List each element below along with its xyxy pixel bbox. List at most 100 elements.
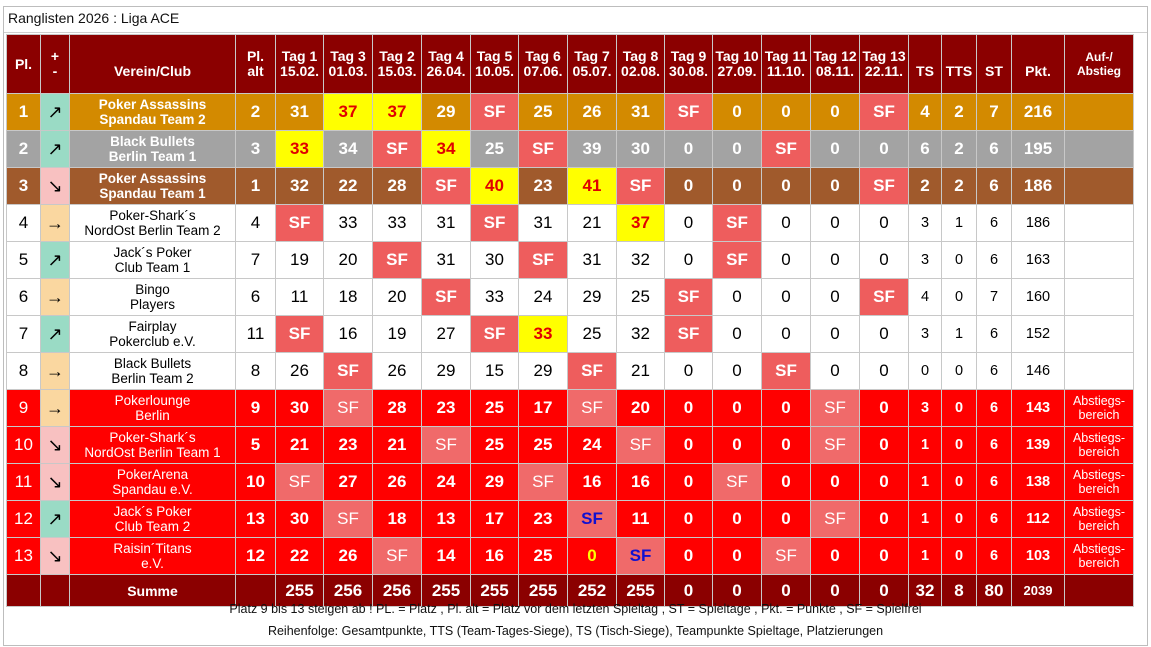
rank-cell: 13	[6, 537, 41, 575]
day-score-cell: 16	[323, 315, 373, 353]
day-score-cell: 25	[470, 389, 519, 427]
rank-cell: 12	[6, 500, 41, 538]
day-score-cell: 0	[859, 352, 909, 390]
club-name-line1: PokerArena	[116, 467, 189, 482]
ts-cell: 0	[908, 352, 942, 390]
header-day-label: Tag 9	[670, 48, 707, 64]
relegation-line1: Abstiegs-	[1072, 505, 1126, 519]
day-score-cell: 0	[810, 537, 860, 575]
previous-rank-cell: 10	[235, 463, 276, 501]
day-score-cell: 0	[810, 241, 860, 279]
header-ts: TS	[908, 34, 942, 94]
day-score-cell: 0	[664, 389, 713, 427]
day-score-cell: 0	[664, 352, 713, 390]
day-score-cell: 33	[275, 130, 324, 168]
day-score-cell: 13	[421, 500, 471, 538]
arrow-right-icon: →	[40, 204, 70, 242]
day-score-cell: 29	[421, 93, 471, 131]
club-name-line1: Black Bullets	[110, 134, 195, 149]
points-cell: 112	[1011, 500, 1065, 538]
sum-day-cell: 0	[664, 574, 713, 607]
st-cell: 7	[976, 93, 1012, 131]
relegation-cell	[1064, 278, 1134, 316]
header-trend-plus: +	[50, 48, 60, 64]
header-day: Tag 13 22.11.	[859, 34, 909, 94]
ts-cell: 3	[908, 315, 942, 353]
day-score-cell: 29	[518, 352, 568, 390]
day-score-cell: 0	[712, 537, 762, 575]
day-score-cell: 26	[372, 463, 422, 501]
ts-cell: 2	[908, 167, 942, 205]
day-score-cell: 0	[859, 204, 909, 242]
club-name-line1: Fairplay	[128, 319, 177, 334]
day-score-cell: 26	[567, 93, 617, 131]
club-name-cell: Black Bullets Berlin Team 2	[69, 352, 236, 390]
day-score-cell: 0	[664, 426, 713, 464]
day-score-cell: 29	[567, 278, 617, 316]
day-score-cell: 31	[616, 93, 665, 131]
header-day-label: Tag 1	[281, 48, 318, 64]
tts-cell: 1	[941, 315, 977, 353]
day-score-cell: 33	[372, 204, 422, 242]
relegation-cell	[1064, 352, 1134, 390]
points-cell: 103	[1011, 537, 1065, 575]
header-day-label: Tag 3	[330, 48, 366, 64]
previous-rank-cell: 5	[235, 426, 276, 464]
club-name-line2: Spandau Team 2	[99, 112, 206, 127]
header-day: Tag 6 07.06.	[518, 34, 568, 94]
relegation-cell	[1064, 315, 1134, 353]
day-score-cell: SF	[761, 130, 811, 168]
club-name-line2: NordOst Berlin Team 2	[84, 223, 221, 238]
header-day: Tag 9 30.08.	[664, 34, 713, 94]
day-score-cell: SF	[372, 241, 422, 279]
relegation-line1: Abstiegs-	[1072, 394, 1126, 408]
day-score-cell: 0	[810, 278, 860, 316]
day-score-cell: SF	[323, 500, 373, 538]
header-day-date: 01.03.	[328, 63, 368, 79]
header-auf-abstieg: Auf-/Abstieg	[1064, 34, 1134, 94]
sum-day-cell: 252	[567, 574, 617, 607]
club-name-line2: Pokerclub e.V.	[109, 334, 196, 349]
day-score-cell: 21	[372, 426, 422, 464]
rank-cell: 11	[6, 463, 41, 501]
day-score-cell: 0	[664, 130, 713, 168]
ts-cell: 6	[908, 130, 942, 168]
header-day-label: Tag 11	[764, 48, 808, 64]
day-score-cell: 28	[372, 389, 422, 427]
day-score-cell: SF	[616, 426, 665, 464]
day-score-cell: 29	[470, 463, 519, 501]
club-name-line1: Jack´s Poker	[113, 504, 192, 519]
tts-cell: 0	[941, 537, 977, 575]
tts-cell: 2	[941, 93, 977, 131]
st-cell: 6	[976, 537, 1012, 575]
header-day: Tag 12 08.11.	[810, 34, 860, 94]
day-score-cell: 20	[372, 278, 422, 316]
ts-cell: 3	[908, 389, 942, 427]
header-plalt: Pl. alt	[235, 34, 276, 94]
relegation-line1: Abstiegs-	[1072, 468, 1126, 482]
tts-cell: 1	[941, 204, 977, 242]
day-score-cell: 14	[421, 537, 471, 575]
day-score-cell: 0	[761, 167, 811, 205]
day-score-cell: SF	[810, 500, 860, 538]
day-score-cell: SF	[859, 278, 909, 316]
st-cell: 6	[976, 241, 1012, 279]
club-name-cell: Poker Assassins Spandau Team 2	[69, 93, 236, 131]
day-score-cell: SF	[470, 315, 519, 353]
previous-rank-cell: 7	[235, 241, 276, 279]
arrow-up-right-icon: ↗	[40, 93, 70, 131]
points-cell: 163	[1011, 241, 1065, 279]
club-name-cell: Raisin´Titans e.V.	[69, 537, 236, 575]
day-score-cell: 0	[664, 463, 713, 501]
sum-empty-plalt	[235, 574, 276, 607]
day-score-cell: SF	[567, 500, 617, 538]
day-score-cell: 0	[761, 93, 811, 131]
day-score-cell: 0	[664, 241, 713, 279]
previous-rank-cell: 11	[235, 315, 276, 353]
day-score-cell: 0	[859, 537, 909, 575]
day-score-cell: 27	[421, 315, 471, 353]
tts-cell: 2	[941, 130, 977, 168]
sum-day-cell: 255	[518, 574, 568, 607]
header-day-label: Tag 8	[622, 48, 659, 64]
relegation-cell: Abstiegs-bereich	[1064, 426, 1134, 464]
